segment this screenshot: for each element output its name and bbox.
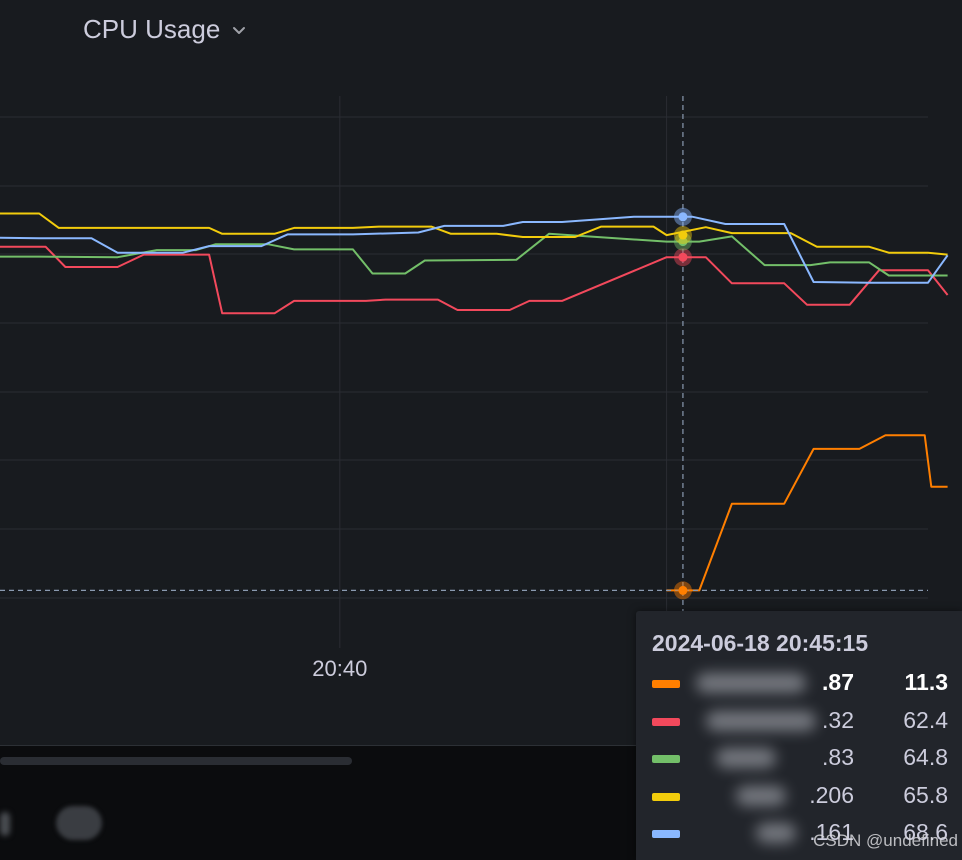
hover-point (678, 230, 688, 240)
tooltip-series-value: 65.8 (903, 781, 948, 808)
series-swatch (652, 755, 680, 763)
x-tick-label: 20:40 (312, 656, 367, 681)
blurred-control-left (0, 812, 10, 836)
series-swatch (652, 830, 680, 838)
redacted-name (706, 710, 816, 731)
tooltip: 2024-06-18 20:45:15 .87 11.3 .32 62.4 .83 64.… (636, 611, 962, 860)
scrollbar[interactable] (0, 757, 352, 765)
hover-point (678, 237, 688, 247)
chevron-down-icon (233, 26, 246, 34)
hover-point (678, 252, 688, 262)
tooltip-series-value: 11.3 (904, 669, 949, 695)
hover-point (678, 585, 688, 595)
tooltip-row: .161 68.6 (636, 817, 962, 847)
tooltip-series-value: 62.4 (903, 706, 948, 733)
series-swatch (652, 792, 680, 801)
tooltip-time: 2024-06-18 20:45:15 (652, 630, 869, 656)
tooltip-series-name: .206 (809, 781, 854, 808)
watermark: CSDN @undefined (813, 831, 958, 850)
tooltip-row: .206 65.8 (636, 780, 962, 810)
tooltip-series-name: .32 (822, 706, 854, 733)
series-line (0, 215, 949, 284)
series-line (666, 434, 948, 592)
tooltip-series-name: .83 (822, 744, 854, 770)
panel-title-text: CPU Usage (83, 14, 221, 44)
tooltip-series-name: .87 (822, 669, 854, 695)
redacted-name (736, 785, 786, 806)
redacted-name (756, 823, 796, 843)
series-swatch (652, 717, 680, 726)
series-line (0, 212, 948, 256)
tooltip-row: .83 64.8 (636, 742, 962, 772)
panel-title[interactable]: CPU Usage (83, 14, 246, 45)
redacted-name (716, 748, 776, 768)
tooltip-series-value: 68.6 (903, 819, 948, 845)
tooltip-row: .32 62.4 (636, 705, 962, 735)
series-line (0, 232, 948, 277)
series-line (0, 245, 949, 315)
hover-point (678, 212, 688, 222)
tooltip-series-value: 64.8 (903, 744, 948, 770)
series-swatch (652, 680, 680, 688)
tooltip-row: .87 11.3 (636, 667, 962, 697)
blurred-control (56, 806, 102, 840)
redacted-name (696, 673, 806, 693)
tooltip-series-name: .161 (809, 819, 854, 845)
